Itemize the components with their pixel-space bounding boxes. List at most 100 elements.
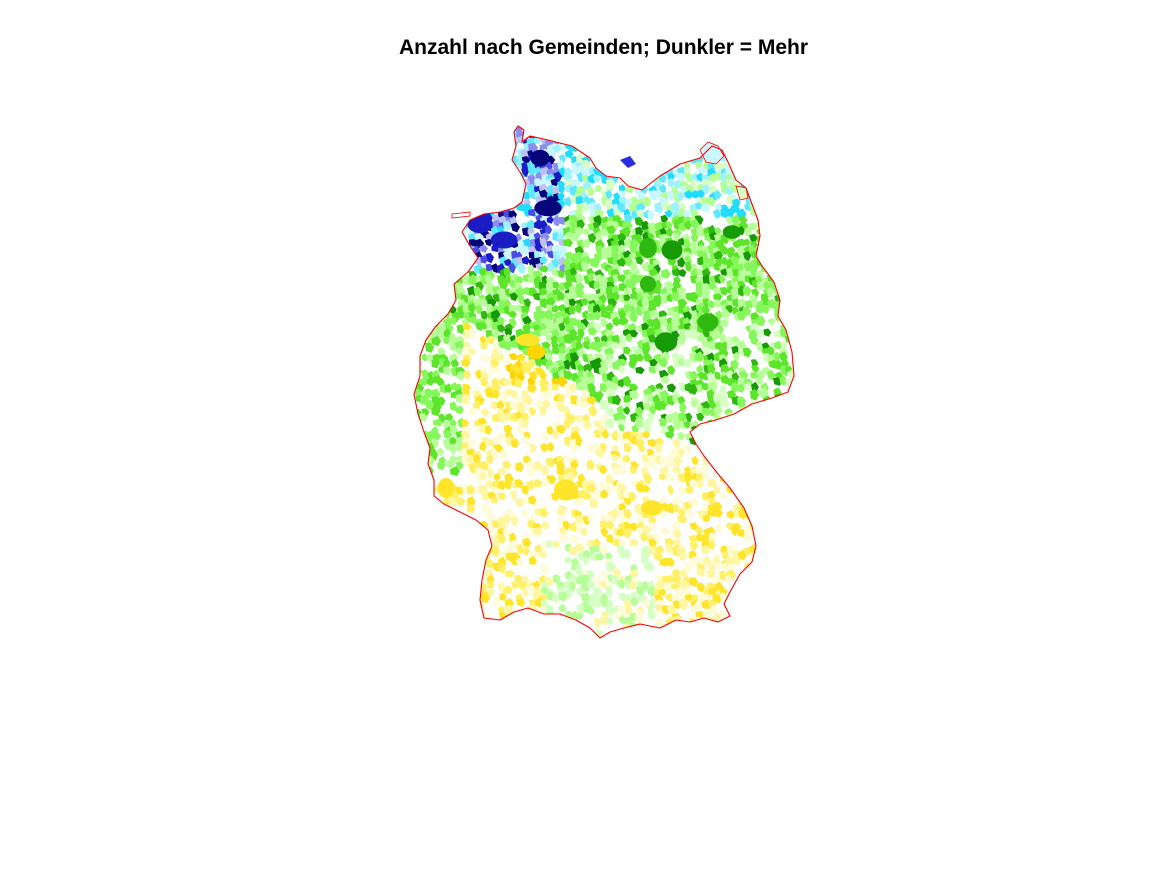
municipality-cell (414, 490, 424, 500)
municipality-cell (799, 232, 809, 242)
municipality-cell (443, 623, 453, 632)
municipality-cell (606, 154, 616, 166)
municipality-cell (593, 303, 601, 315)
municipality-cell (437, 606, 447, 616)
municipality-cell (503, 480, 513, 490)
municipality-cell (629, 568, 640, 579)
municipality-cell (593, 174, 601, 183)
municipality-cell (521, 496, 530, 505)
municipality-cell (558, 250, 567, 259)
municipality-cell (773, 568, 783, 578)
municipality-cell (479, 180, 489, 188)
municipality-cell (486, 581, 495, 590)
municipality-cell (414, 270, 424, 280)
municipality-cell (630, 597, 639, 607)
municipality-cell (672, 521, 681, 530)
municipality-cell (720, 454, 731, 465)
municipality-cell (754, 448, 763, 460)
municipality-cell (749, 580, 758, 592)
municipality-cell (785, 438, 794, 447)
municipality-cell (799, 627, 807, 638)
municipality-cell (539, 370, 548, 381)
municipality-cell (773, 351, 781, 363)
municipality-cell (461, 142, 470, 152)
municipality-cell (696, 635, 705, 638)
municipality-cell (445, 413, 454, 422)
municipality-cell (574, 542, 585, 553)
municipality-cell (424, 167, 433, 176)
municipality-cell (739, 574, 747, 584)
municipality-cell (726, 250, 734, 259)
municipality-cell (742, 473, 752, 485)
municipality-cell (467, 348, 477, 356)
municipality-cell (641, 485, 651, 493)
municipality-cell (797, 250, 806, 259)
municipality-cell (664, 137, 673, 147)
municipality-cell (420, 147, 428, 159)
municipality-cell (797, 484, 806, 494)
municipality-cell (414, 326, 423, 338)
municipality-cell (773, 202, 782, 212)
municipality-cell (467, 600, 477, 610)
municipality-cell (677, 623, 686, 632)
municipality-cell (611, 142, 620, 152)
municipality-cell (605, 189, 613, 200)
municipality-cell (793, 251, 794, 262)
municipality-cell (736, 383, 745, 393)
municipality-cell (444, 227, 452, 236)
municipality-cell (433, 418, 443, 427)
municipality-cell (582, 131, 593, 140)
municipality-cell (528, 407, 537, 416)
municipality-cell (436, 257, 446, 265)
municipality-cell (787, 220, 794, 231)
municipality-cell (786, 215, 794, 225)
municipality-cell (533, 526, 543, 536)
municipality-cell (442, 180, 451, 189)
municipality-cell (649, 358, 658, 368)
municipality-cell (628, 360, 637, 369)
municipality-cell (468, 531, 478, 541)
municipality-cell (421, 507, 431, 519)
municipality-cell (454, 214, 464, 226)
municipality-cell (580, 298, 589, 306)
municipality-cell (690, 640, 697, 649)
municipality-cell (451, 243, 461, 255)
municipality-cell (720, 363, 730, 374)
municipality-cell (629, 522, 639, 532)
municipality-cell (450, 555, 458, 566)
municipality-cell (418, 497, 427, 509)
municipality-cell (582, 491, 592, 501)
municipality-cell (646, 126, 656, 127)
municipality-cell (467, 174, 477, 184)
municipality-cell (545, 539, 554, 548)
municipality-cell (672, 495, 682, 507)
municipality-cell (688, 617, 696, 628)
municipality-cell (784, 591, 793, 602)
municipality-cell (701, 126, 711, 129)
municipality-cell (448, 316, 458, 326)
municipality-hotspot (639, 275, 657, 293)
municipality-cell (634, 416, 645, 429)
municipality-cell (636, 515, 645, 526)
municipality-cell (575, 282, 585, 291)
municipality-cell (419, 132, 428, 142)
municipality-cell (684, 130, 694, 141)
municipality-cell (433, 196, 442, 208)
municipality-cell (642, 160, 652, 171)
municipality-cell (498, 280, 509, 290)
municipality-cell (624, 213, 633, 223)
municipality-cell (785, 449, 793, 460)
municipality-cell (766, 256, 777, 265)
municipality-cell (418, 551, 427, 560)
municipality-cell (797, 544, 804, 552)
municipality-cell (427, 520, 437, 531)
municipality-cell (677, 334, 686, 346)
municipality-cell (607, 149, 615, 158)
municipality-cell (792, 166, 794, 176)
municipality-cell (756, 227, 766, 236)
municipality-cell (733, 455, 744, 466)
municipality-cell (473, 202, 483, 212)
municipality-cell (497, 492, 507, 501)
municipality-cell (431, 359, 440, 369)
municipality-cell (720, 492, 728, 501)
